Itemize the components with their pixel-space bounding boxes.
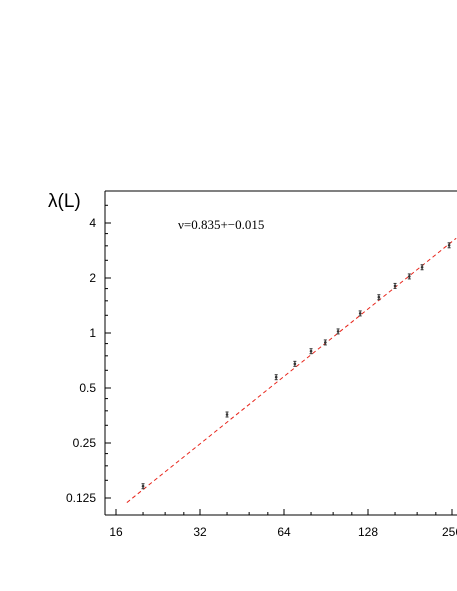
data-point bbox=[393, 284, 397, 288]
data-point bbox=[336, 330, 340, 333]
data-point bbox=[358, 312, 362, 315]
data-point bbox=[420, 265, 424, 269]
data-point bbox=[225, 413, 229, 416]
data-point bbox=[141, 484, 145, 488]
fit-line-layer bbox=[126, 237, 457, 503]
x-tick-label: 64 bbox=[277, 525, 291, 539]
data-point bbox=[293, 362, 297, 366]
x-tick-label: 256 bbox=[442, 525, 457, 539]
y-tick-label: 2 bbox=[89, 271, 96, 285]
y-tick-label: 0.25 bbox=[73, 436, 97, 450]
x-tick-label: 128 bbox=[358, 525, 378, 539]
data-point bbox=[309, 349, 313, 353]
y-tick-label: 4 bbox=[89, 216, 96, 230]
x-ticks: 16 32 64 128 256 bbox=[109, 509, 457, 539]
x-tick-label: 16 bbox=[109, 525, 123, 539]
data-point bbox=[324, 341, 327, 344]
fit-annotation: ν=0.835+−0.015 bbox=[178, 217, 264, 232]
data-point bbox=[274, 375, 278, 379]
y-axis-label: λ(L) bbox=[48, 191, 81, 212]
y-ticks: 0.125 0.25 0.5 1 2 4 bbox=[66, 204, 111, 505]
data-point bbox=[447, 243, 451, 247]
data-point bbox=[377, 295, 381, 299]
data-points-layer bbox=[141, 242, 451, 490]
data-point bbox=[408, 275, 411, 278]
plot-frame bbox=[104, 190, 457, 516]
y-tick-label: 1 bbox=[89, 326, 96, 340]
y-tick-label: 0.5 bbox=[79, 381, 96, 395]
x-tick-label: 32 bbox=[193, 525, 207, 539]
fit-line bbox=[126, 237, 457, 503]
y-tick-label: 0.125 bbox=[66, 491, 96, 505]
